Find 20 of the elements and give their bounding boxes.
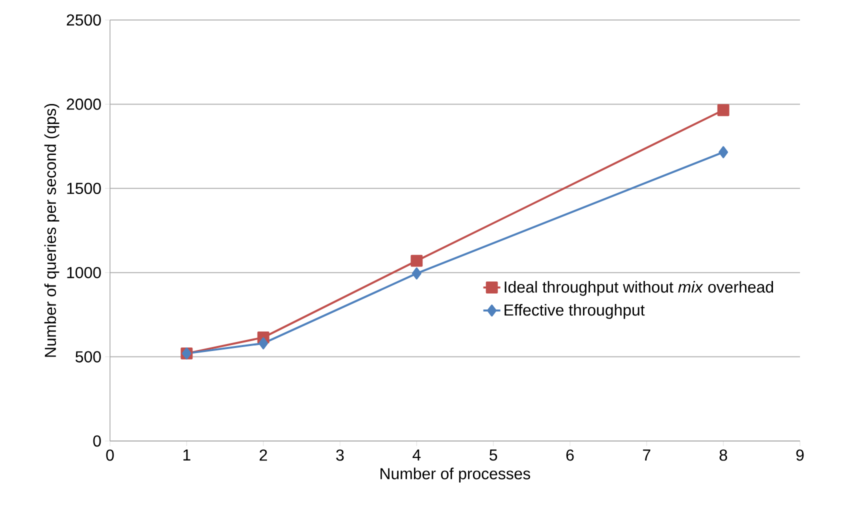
legend-label: Effective throughput	[504, 304, 645, 319]
legend-label: Ideal throughput without mix overhead	[504, 281, 774, 296]
x-axis-title: Number of processes	[380, 468, 530, 482]
y-tick-label: 1500	[67, 182, 101, 194]
x-tick-label: 0	[106, 450, 114, 461]
y-tick-label: 2500	[66, 14, 101, 26]
x-tick-label: 8	[720, 450, 728, 461]
x-tick-label: 5	[490, 450, 498, 461]
x-tick-label: 9	[796, 450, 804, 461]
x-tick-label: 3	[336, 450, 344, 461]
y-tick-label: 2000	[66, 98, 101, 110]
y-tick-label: 500	[76, 351, 101, 362]
y-tick-label: 1000	[67, 266, 101, 278]
x-tick-label: 1	[183, 450, 190, 460]
x-tick-label: 2	[260, 450, 267, 461]
x-tick-label: 7	[643, 450, 650, 460]
x-tick-label: 4	[412, 450, 421, 460]
y-tick-label: 0	[93, 435, 101, 447]
x-tick-label: 6	[566, 450, 574, 461]
y-axis-title: Number of queries per second (qps)	[44, 104, 60, 357]
